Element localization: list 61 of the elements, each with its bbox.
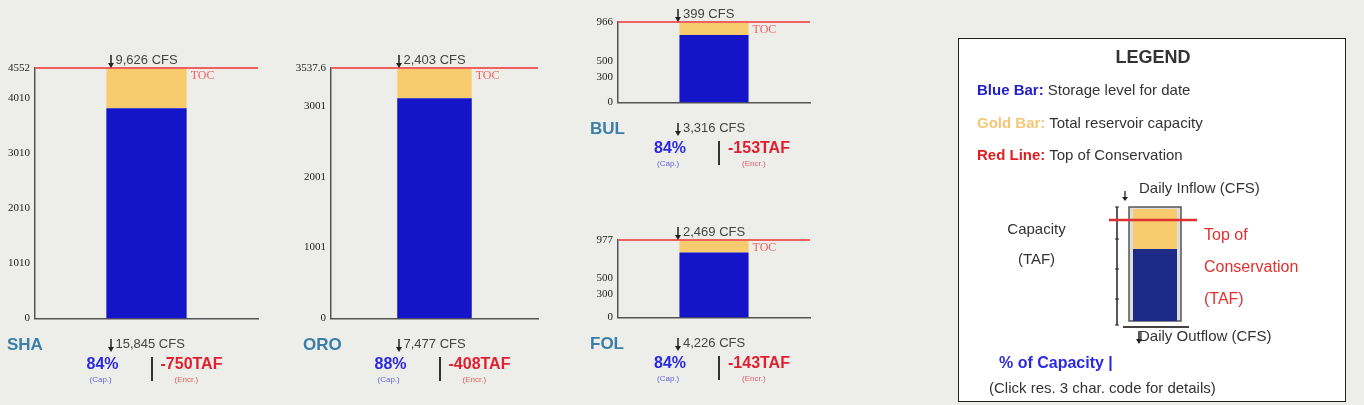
- y-tick-label: 2001: [304, 169, 326, 182]
- y-tick-label: 3537.6: [295, 60, 327, 73]
- text: 4,226 CFS: [683, 335, 746, 350]
- annotation: 9,626 CFS: [115, 52, 178, 67]
- text: -143TAF: [728, 354, 790, 372]
- y-tick-label: 0: [607, 310, 614, 323]
- text: 3,316 CFS: [683, 120, 746, 135]
- annotation: 2,469 CFS: [683, 224, 746, 239]
- text: 2,403 CFS: [403, 52, 466, 67]
- text: (Encr.): [742, 159, 766, 168]
- ref-line-label: TOC: [752, 240, 777, 255]
- text: Daily Inflow (CFS): [1139, 179, 1260, 196]
- y-tick-label: 0: [24, 311, 31, 324]
- text: (Cap.): [89, 375, 112, 384]
- text: (Encr.): [174, 375, 199, 384]
- text: 15,845 CFS: [115, 336, 185, 351]
- text: 84%: [654, 139, 687, 157]
- y-tick-label: 500: [596, 270, 614, 283]
- text: (Click res. 3 char. code for details): [989, 379, 1216, 396]
- y-tick-label: 2010: [8, 200, 31, 213]
- text: -408TAF: [448, 355, 511, 373]
- y-tick-label: 300: [596, 70, 614, 83]
- text: 88%: [374, 355, 407, 373]
- ref-line-label: TOC: [475, 68, 500, 83]
- annotation: 399 CFS: [683, 6, 735, 21]
- text: 84%: [654, 354, 687, 372]
- text: Daily Outflow (CFS): [1139, 327, 1272, 344]
- x-axis-title: ORO: [303, 335, 342, 355]
- ref-line-label: TOC: [752, 22, 777, 37]
- text: -153TAF: [728, 139, 790, 157]
- text: Gold Bar: Total reservoir capacity: [977, 114, 1203, 131]
- text: 7,477 CFS: [403, 336, 466, 351]
- y-tick-label: 3010: [8, 145, 31, 158]
- text: 84%: [86, 355, 119, 373]
- text: Blue Bar: Storage level for date: [977, 81, 1191, 98]
- y-tick-label: 4552: [8, 60, 30, 73]
- text: (Cap.): [377, 375, 400, 384]
- x-axis-title: FOL: [590, 334, 624, 354]
- text: % of Capacity |: [999, 354, 1113, 372]
- y-tick-label: 4010: [8, 90, 31, 103]
- y-tick-label: 3001: [304, 98, 326, 111]
- x-axis-title: BUL: [590, 119, 625, 139]
- y-tick-label: 300: [596, 286, 614, 299]
- y-tick-label: 500: [596, 53, 614, 66]
- text: LEGEND: [1114, 47, 1192, 68]
- text: (Encr.): [742, 374, 766, 383]
- y-tick-label: 0: [607, 95, 614, 108]
- y-tick-label: 1001: [304, 240, 326, 253]
- text: -750TAF: [160, 355, 223, 373]
- y-tick-label: 966: [596, 14, 614, 27]
- x-axis-title: SHA: [7, 335, 43, 355]
- y-tick-label: 1010: [8, 255, 31, 268]
- text: (Cap.): [657, 159, 680, 168]
- text: (Encr.): [462, 375, 487, 384]
- text: (Cap.): [657, 374, 680, 383]
- text: Top of Conservation (TAF): [1204, 225, 1300, 309]
- y-tick-label: 0: [320, 311, 327, 324]
- text: Red Line: Top of Conservation: [977, 146, 1183, 163]
- text: Capacity (TAF): [1006, 219, 1067, 269]
- y-tick-label: 977: [596, 232, 614, 245]
- ref-line-label: TOC: [190, 68, 215, 83]
